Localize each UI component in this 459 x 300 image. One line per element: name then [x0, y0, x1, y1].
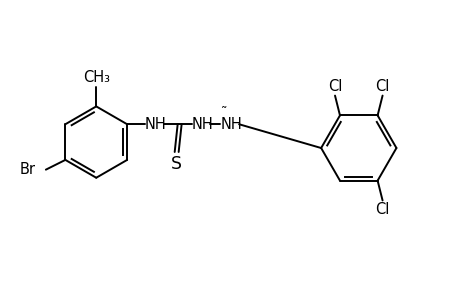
Text: ˜: ˜ — [221, 106, 227, 119]
Text: CH₃: CH₃ — [83, 70, 110, 85]
Text: S: S — [171, 155, 182, 173]
Text: Cl: Cl — [327, 79, 341, 94]
Text: NH: NH — [145, 117, 166, 132]
Text: NH: NH — [220, 117, 241, 132]
Text: NH: NH — [191, 117, 213, 132]
Text: Cl: Cl — [375, 79, 389, 94]
Text: Cl: Cl — [375, 202, 389, 217]
Text: Br: Br — [20, 162, 36, 177]
